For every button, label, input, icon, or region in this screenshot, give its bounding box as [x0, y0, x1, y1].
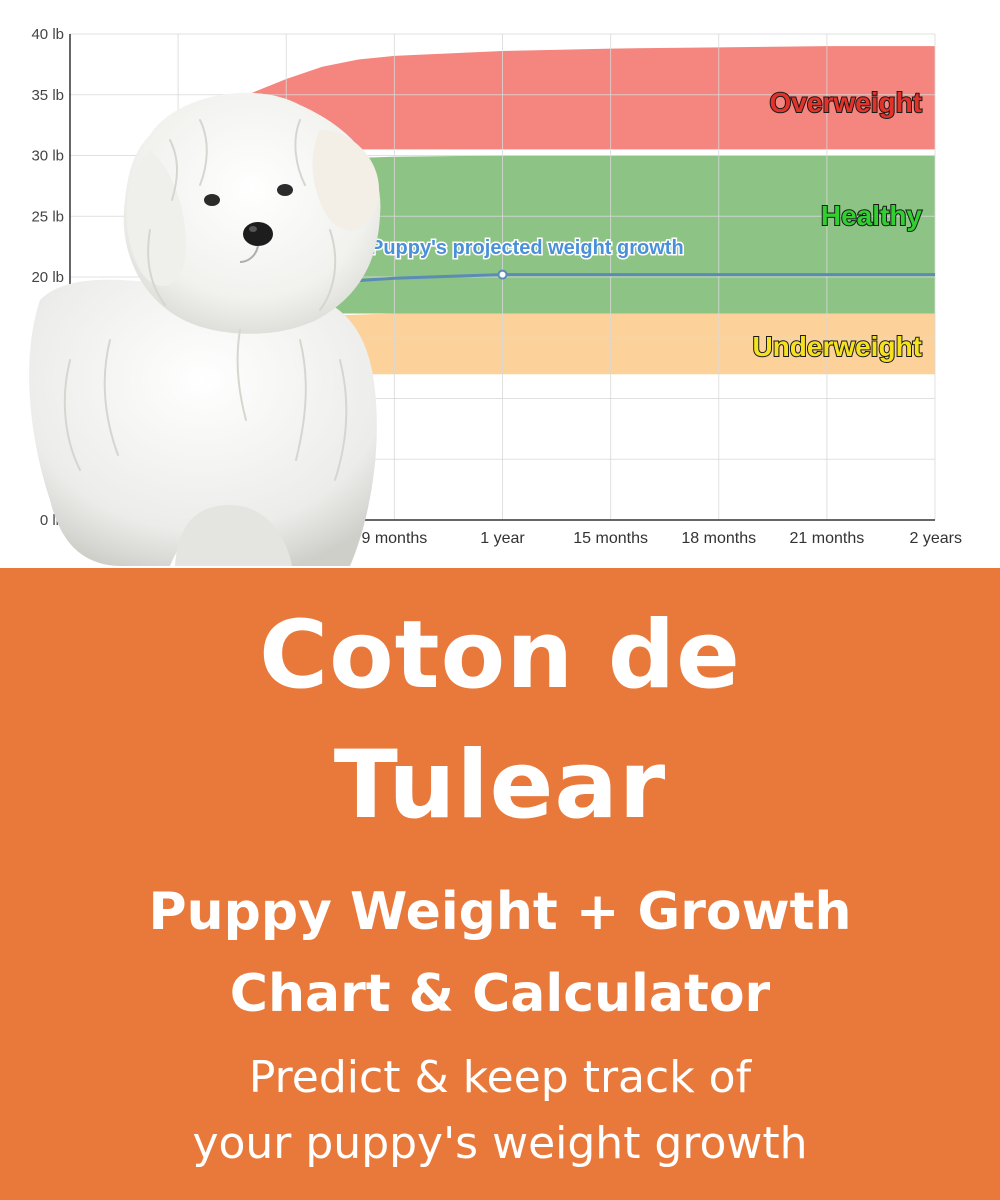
y-tick-label: 30 lb: [31, 148, 64, 165]
breed-title-line-2: Tulear: [333, 731, 667, 840]
tagline-line-1: Predict & keep track of: [248, 1052, 752, 1103]
projected-growth-marker: [497, 269, 508, 280]
x-tick-label: 18 months: [681, 530, 756, 547]
band-overweight: [232, 46, 935, 150]
x-tick-label: 2 years: [910, 530, 962, 547]
subtitle-line-2: Chart & Calculator: [229, 964, 771, 1024]
projected-growth-label: Puppy's projected weight growth: [370, 237, 684, 259]
tagline-line-2: your puppy's weight growth: [192, 1118, 808, 1169]
x-tick-label: 21 months: [790, 530, 865, 547]
band-label-underweight: Underweight: [752, 331, 922, 362]
y-tick-label: 35 lb: [31, 87, 64, 104]
y-tick-label: 20 lb: [31, 269, 64, 286]
x-tick-label: 9 months: [361, 530, 427, 547]
coton-de-tulear-photo: [29, 92, 381, 566]
title-banner: Coton de Tulear Puppy Weight + Growth Ch…: [0, 568, 1000, 1200]
y-tick-label: 40 lb: [31, 26, 64, 43]
band-label-overweight: Overweight: [770, 87, 922, 118]
band-underweight: [232, 313, 935, 375]
y-tick-label: 25 lb: [31, 208, 64, 225]
breed-title-line-1: Coton de: [259, 601, 741, 710]
x-tick-label: 15 months: [573, 530, 648, 547]
subtitle-line-1: Puppy Weight + Growth: [148, 882, 852, 942]
band-label-healthy: Healthy: [821, 200, 923, 231]
x-tick-label: 1 year: [480, 530, 525, 547]
